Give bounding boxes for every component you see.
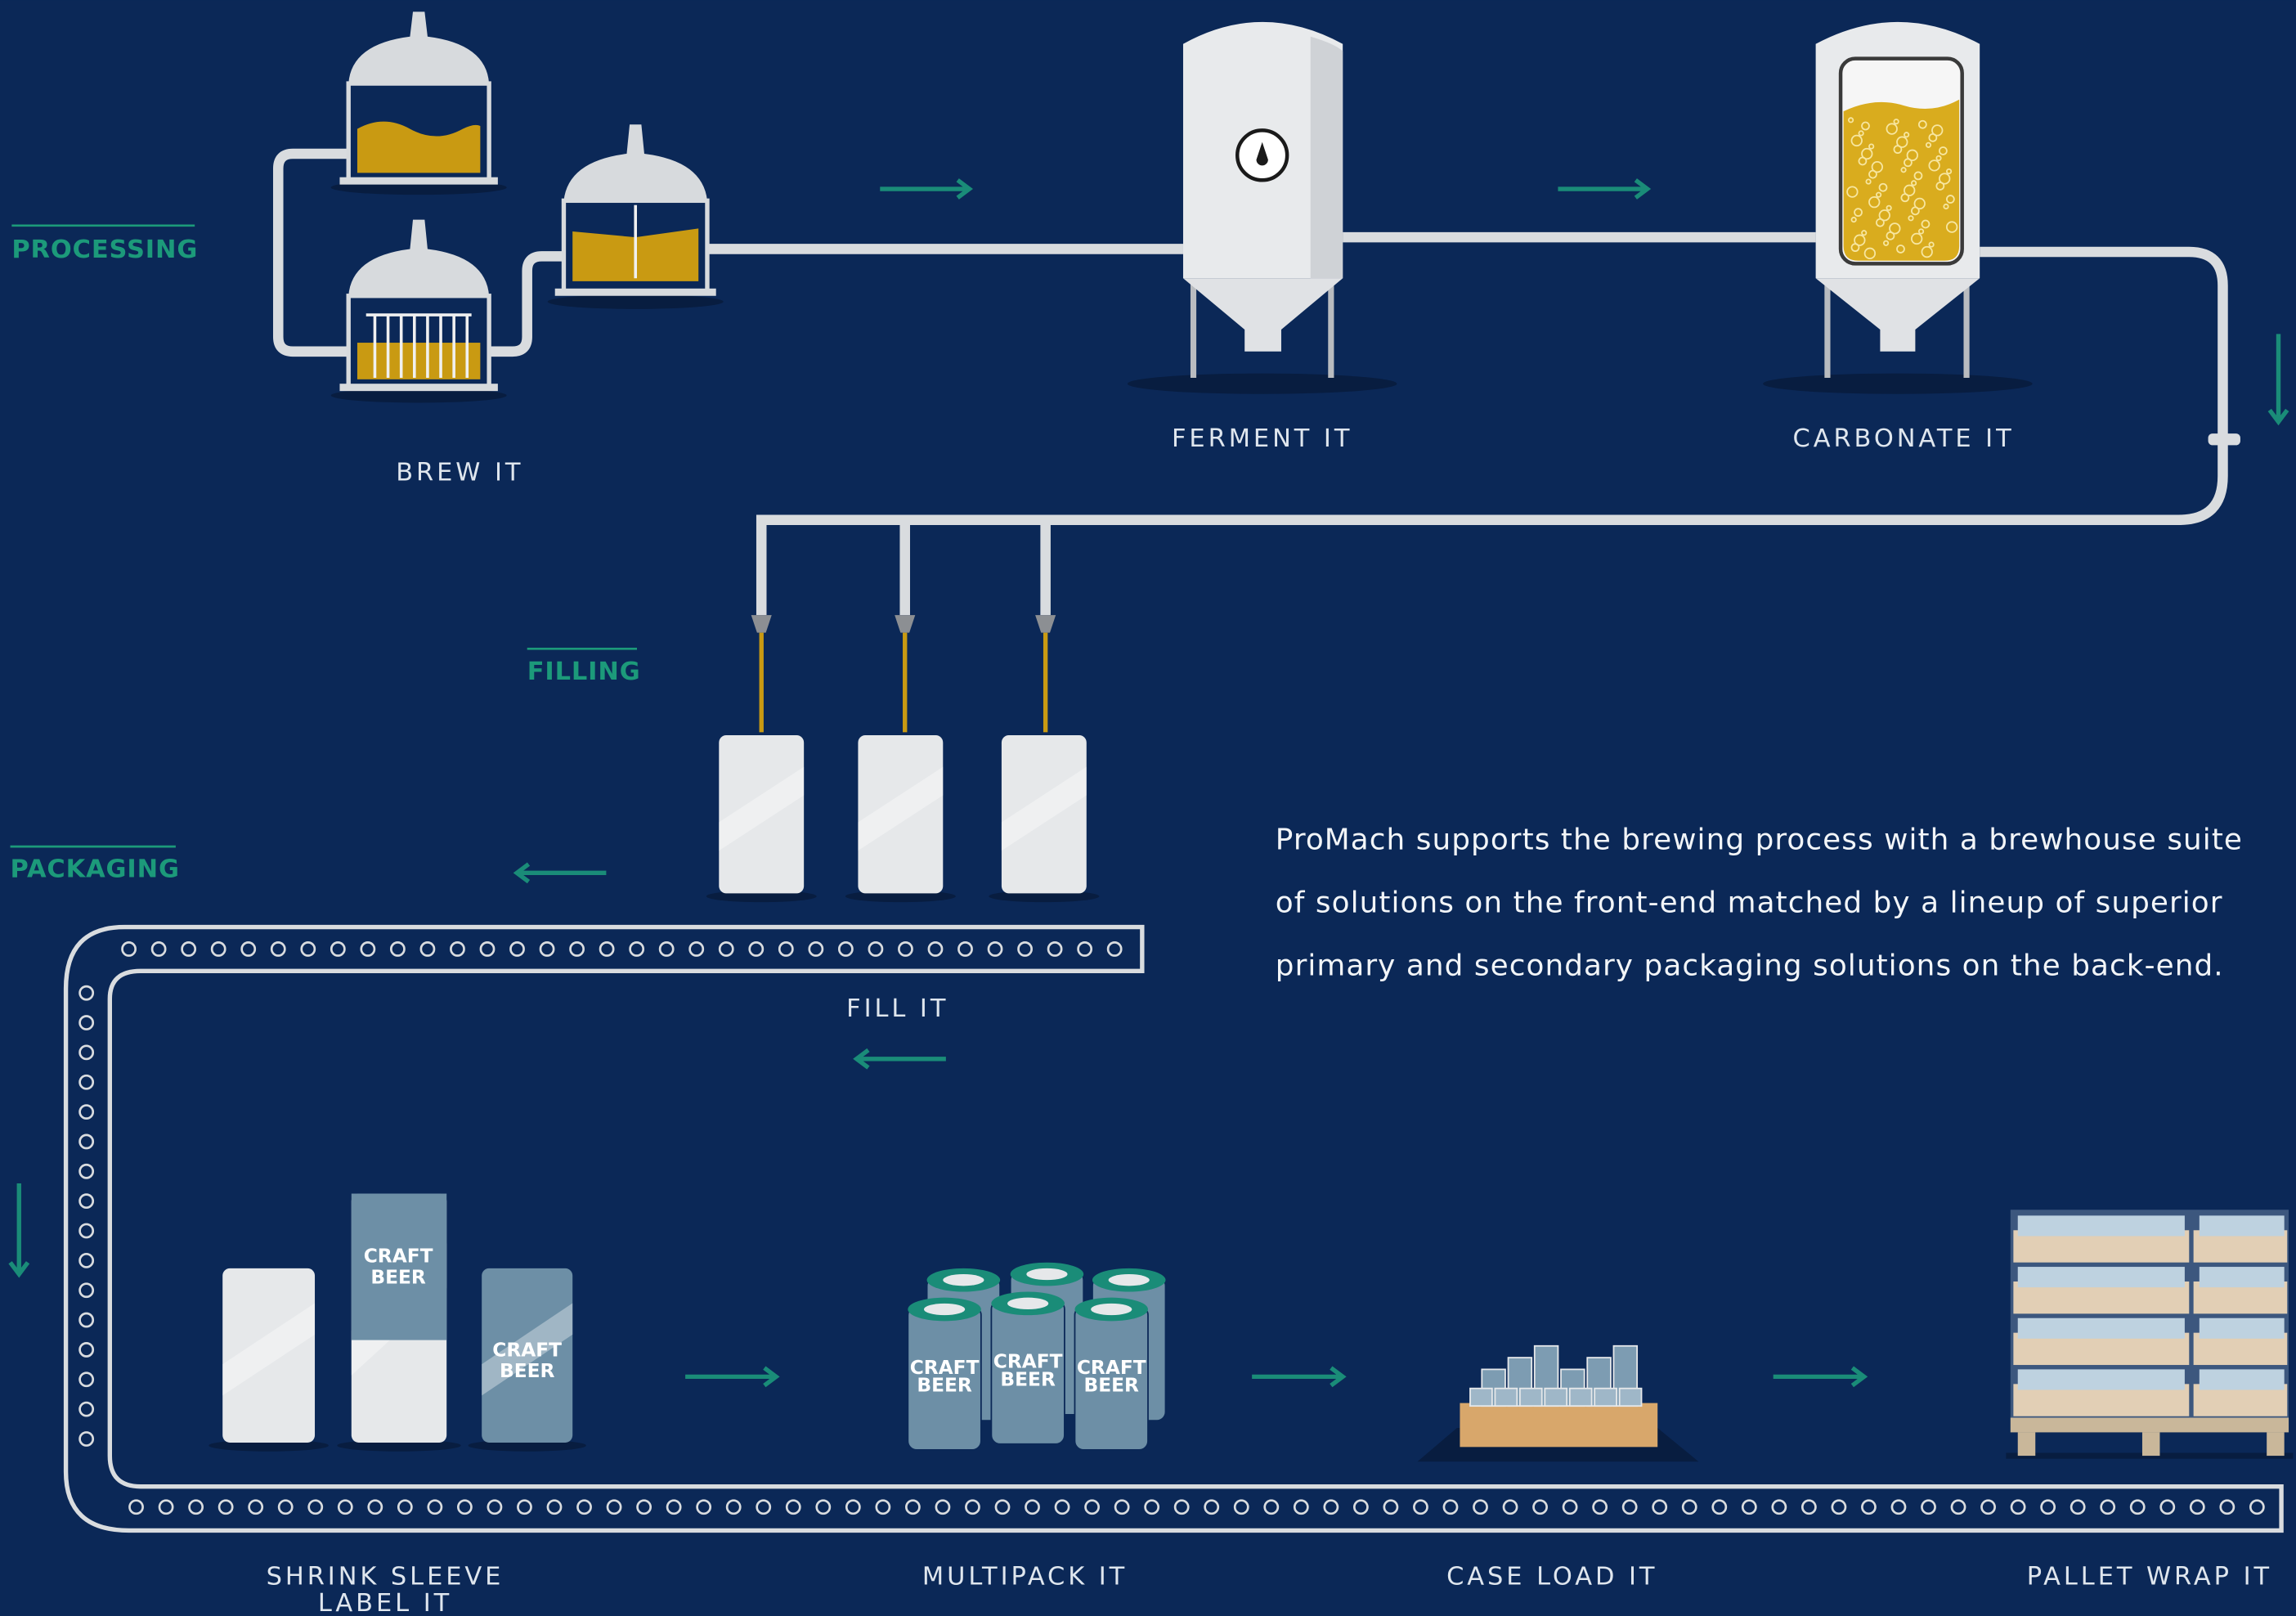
can-label: BEER <box>1000 1368 1056 1390</box>
pallet <box>2011 1418 2289 1433</box>
description-line: ProMach supports the brewing process wit… <box>1276 824 2243 857</box>
pallet-leg <box>2267 1432 2284 1456</box>
step-label: CASE LOAD IT <box>1446 1563 1657 1591</box>
step-label: LABEL IT <box>318 1589 452 1616</box>
can-label: CRAFT <box>364 1246 433 1268</box>
case-can <box>1594 1389 1617 1406</box>
can-label: CRAFT <box>492 1339 562 1361</box>
step-label: CARBONATE IT <box>1793 424 2015 453</box>
step-label: PALLET WRAP IT <box>2027 1563 2272 1591</box>
section-label: PROCESSING <box>11 236 198 264</box>
pallet-leg <box>2142 1432 2159 1456</box>
step-label: FERMENT IT <box>1172 424 1352 453</box>
case-can <box>1545 1389 1567 1406</box>
can-label: BEER <box>1084 1374 1140 1396</box>
pack-ring-hole <box>1109 1274 1150 1286</box>
case-can <box>1495 1389 1517 1406</box>
step-label: FILL IT <box>846 994 948 1023</box>
pack-ring-hole <box>1026 1268 1067 1280</box>
can-label: BEER <box>917 1374 972 1396</box>
step-label: BREW IT <box>396 458 523 487</box>
section-label: FILLING <box>527 658 641 686</box>
page: CRAFTBEERCRAFTBEERCRAFTBEERCRAFTBEERCRAF… <box>0 0 2296 1616</box>
step-label: MULTIPACK IT <box>922 1563 1128 1591</box>
step-label: SHRINK SLEEVE <box>267 1563 504 1591</box>
description-line: primary and secondary packaging solution… <box>1276 949 2224 983</box>
infographic: CRAFTBEERCRAFTBEERCRAFTBEERCRAFTBEERCRAF… <box>0 0 2296 1616</box>
section-label: PACKAGING <box>11 855 180 884</box>
can-label: BEER <box>370 1266 426 1288</box>
description-line: of solutions on the front-end matched by… <box>1276 887 2223 920</box>
pipe-joint <box>2209 433 2240 445</box>
case-tray <box>1460 1403 1657 1448</box>
case-can <box>1520 1389 1542 1406</box>
pallet-leg <box>2018 1432 2035 1456</box>
can-label: BEER <box>500 1360 555 1382</box>
pack-ring-hole <box>1091 1304 1132 1315</box>
case-can <box>1470 1389 1492 1406</box>
case-can <box>1620 1389 1642 1406</box>
wrap <box>2011 1210 2289 1417</box>
pack-ring-hole <box>1007 1298 1048 1309</box>
pack-ring-hole <box>943 1274 984 1286</box>
case-can <box>1570 1389 1592 1406</box>
pack-ring-hole <box>924 1304 965 1315</box>
